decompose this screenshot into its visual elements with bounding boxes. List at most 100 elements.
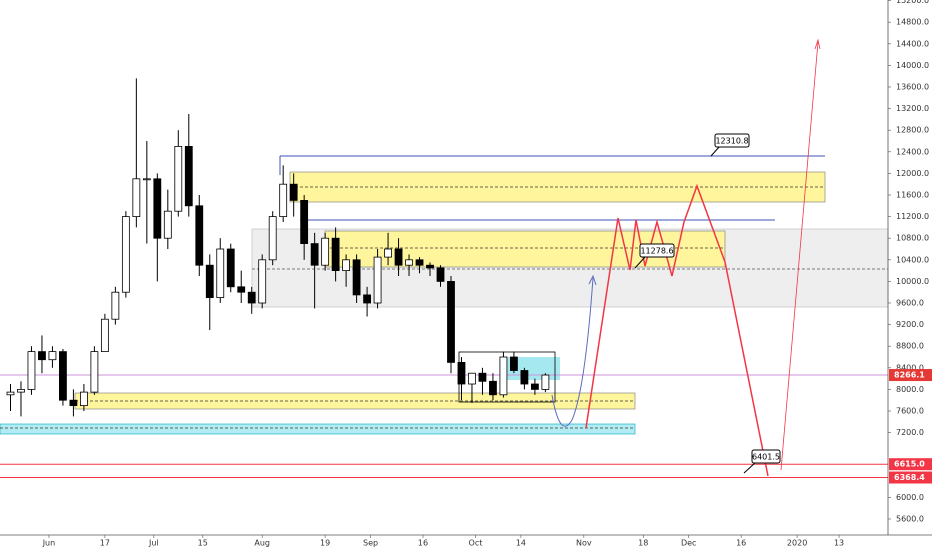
price-label-box [889, 369, 932, 382]
x-tick-label: 18 [638, 539, 648, 548]
candle-body [436, 267, 445, 282]
y-tick-label: 14400.0 [896, 39, 929, 48]
candle-body [142, 178, 151, 181]
y-tick-label: 12000.0 [896, 169, 929, 178]
candle-body [226, 248, 235, 288]
price-label: 8266.1 [894, 371, 925, 380]
candle-body [279, 183, 288, 218]
callout-text: 12310.8 [715, 137, 748, 146]
candles [6, 78, 550, 417]
candle-body [530, 383, 539, 390]
candle-body [6, 391, 15, 396]
candle-body [300, 200, 309, 245]
candle-body [205, 264, 214, 299]
callout: 12310.8 [710, 133, 750, 157]
callout: 6401.5 [743, 449, 781, 474]
x-tick-label: Oct [469, 539, 483, 548]
candle-body [541, 374, 550, 390]
demand-zone [0, 423, 636, 435]
candle-body [69, 399, 78, 407]
candle-body [174, 146, 183, 212]
candle-body [90, 351, 99, 393]
drawings: 12310.8 11278.6 6401.5 [458, 38, 821, 477]
x-tick-label: 13 [834, 539, 844, 548]
y-tick-label: 7600.0 [896, 407, 924, 416]
price-label-box [889, 458, 932, 471]
price-lines [0, 374, 888, 479]
candle-body [342, 259, 351, 272]
candle-body [268, 216, 277, 261]
x-tick-label: Dec [681, 539, 696, 548]
candle-body [17, 389, 25, 393]
y-tick-label: 8800.0 [896, 342, 924, 351]
y-tick-label: 12800.0 [896, 126, 929, 135]
projection-path [551, 277, 594, 427]
x-tick-label: Jun [42, 539, 56, 548]
y-tick-label: 15200.0 [896, 0, 929, 5]
candle-body [121, 216, 130, 293]
y-tick-label: 5600.0 [896, 515, 924, 524]
candle-body [310, 243, 319, 266]
candle-body [363, 294, 371, 304]
callout-box [751, 449, 781, 464]
candle-body [499, 356, 508, 396]
projection-path [780, 41, 819, 471]
y-tick-label: 6000.0 [896, 493, 924, 502]
candle-body [80, 391, 88, 407]
callout-box [639, 243, 675, 258]
candle-body [405, 259, 413, 266]
y-tick-label: 7200.0 [896, 428, 924, 437]
x-tick-label: Aug [254, 539, 270, 548]
arrow-head [814, 38, 821, 50]
candle-body [373, 256, 382, 304]
candle-body [384, 248, 392, 258]
candle-body [38, 351, 46, 361]
y-tick-label: 14800.0 [896, 18, 929, 27]
price-label: 6368.4 [894, 473, 925, 482]
candle-body [457, 362, 466, 385]
candle-body [163, 210, 172, 239]
candle-body [478, 372, 487, 382]
x-tick-label: 2020 [787, 539, 807, 548]
y-tick-label: 10800.0 [896, 234, 929, 243]
y-tick-label: 8400.0 [896, 363, 924, 372]
x-tick-label: Jul [148, 539, 159, 548]
candle-body [394, 248, 403, 266]
x-tick-label: 15 [198, 539, 208, 548]
candle-body [27, 351, 36, 390]
y-tick-label: 11600.0 [896, 191, 929, 200]
callout-pointer [634, 256, 646, 269]
y-tick-label: 13600.0 [896, 82, 929, 91]
arrow-head [588, 274, 597, 286]
candle-body [59, 351, 67, 401]
candle-body [321, 237, 330, 266]
callout-box [714, 133, 750, 148]
candle-body [237, 286, 246, 293]
callout-pointer [743, 461, 757, 474]
callout-pointer [710, 145, 721, 157]
price-label: 6615.0 [894, 460, 925, 469]
callout-text: 11278.6 [640, 247, 673, 256]
axes: 5600.0 6000.0 7200.0 7600.0 8000.0 8400.0 8800… [42, 0, 932, 548]
y-tick-label: 9600.0 [896, 299, 924, 308]
y-tick-label: 13200.0 [896, 104, 929, 113]
candle-body [258, 259, 267, 304]
candle-body [111, 291, 120, 320]
projection-path [585, 183, 769, 477]
price-label-box [889, 471, 932, 484]
callout: 11278.6 [634, 243, 675, 269]
candle-body [184, 146, 193, 207]
x-tick-label: Sep [363, 539, 378, 548]
x-tick-label: 19 [320, 539, 330, 548]
y-tick-label: 12400.0 [896, 147, 929, 156]
x-tick-label: Nov [576, 539, 592, 548]
y-tick-label: 9200.0 [896, 320, 924, 329]
candle-body [48, 351, 57, 361]
candle-body [331, 237, 340, 272]
candle-body [100, 318, 109, 353]
candle-body [289, 183, 298, 201]
candle-body [216, 248, 225, 299]
candle-body [447, 281, 455, 363]
callout-text: 6401.5 [752, 453, 780, 462]
